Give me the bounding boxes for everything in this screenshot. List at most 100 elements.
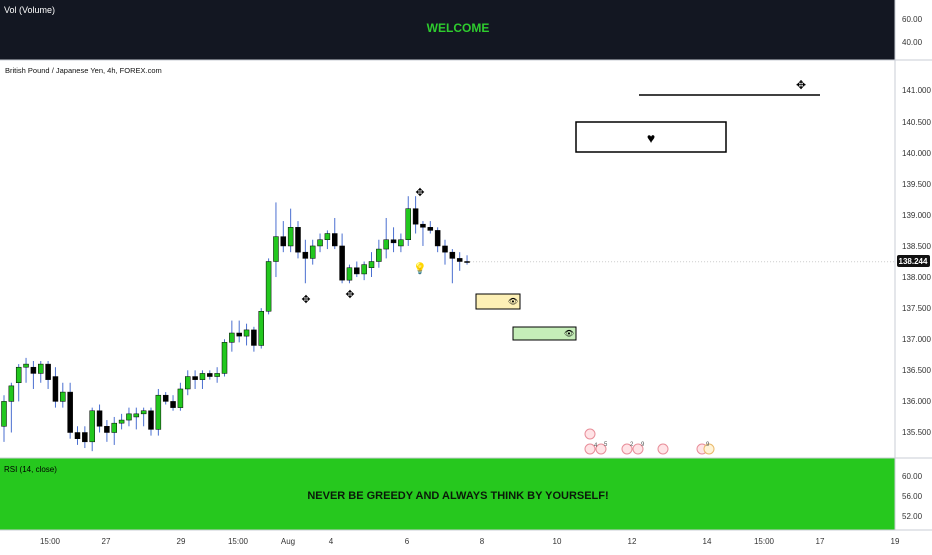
bearish-candle[interactable]: [45, 363, 51, 380]
event-flag-icon[interactable]: [595, 443, 607, 455]
bullish-candle[interactable]: [309, 245, 316, 259]
price-tick: 136.000: [902, 397, 931, 406]
bearish-candle[interactable]: [442, 245, 448, 253]
volume-indicator-label[interactable]: Vol (Volume): [4, 5, 55, 15]
bullish-candle[interactable]: [324, 233, 331, 240]
bullish-candle[interactable]: [89, 410, 95, 443]
bullish-candle[interactable]: [368, 261, 375, 268]
bullish-candle[interactable]: [177, 388, 184, 408]
bearish-candle[interactable]: [170, 401, 176, 408]
yellow-zone-box[interactable]: [475, 293, 521, 310]
bearish-candle[interactable]: [96, 410, 103, 427]
bullish-candle[interactable]: [273, 236, 279, 262]
bearish-candle[interactable]: [148, 410, 154, 430]
bearish-candle[interactable]: [251, 329, 257, 346]
green-zone-box[interactable]: [512, 326, 577, 341]
event-flag-icon[interactable]: [584, 428, 596, 440]
price-tick: 139.500: [902, 180, 931, 189]
bearish-candle[interactable]: [192, 376, 198, 380]
bearish-candle[interactable]: [339, 245, 345, 281]
bearish-candle[interactable]: [464, 261, 470, 263]
price-tick: 138.500: [902, 242, 931, 251]
event-count: 9: [706, 442, 710, 448]
top-banner-background: [0, 0, 895, 60]
bullish-candle[interactable]: [258, 310, 264, 346]
move-icon[interactable]: ✥: [796, 78, 806, 92]
bullish-candle[interactable]: [376, 248, 382, 262]
welcome-banner-text: WELCOME: [427, 21, 490, 35]
bullish-candle[interactable]: [118, 419, 125, 424]
bullish-candle[interactable]: [8, 385, 15, 402]
bearish-candle[interactable]: [390, 239, 397, 244]
bullish-candle[interactable]: [23, 363, 29, 368]
bullish-candle[interactable]: [1, 401, 7, 427]
price-axis[interactable]: 141.000 140.500 140.000 139.500 139.000 …: [902, 86, 931, 437]
bullish-candle[interactable]: [155, 394, 162, 430]
volume-scale-tick: 40.00: [902, 38, 923, 47]
bearish-candle[interactable]: [295, 227, 301, 253]
bullish-candle[interactable]: [398, 239, 404, 247]
time-tick: Aug: [281, 537, 295, 546]
bullish-candle[interactable]: [140, 410, 147, 415]
bullish-candle[interactable]: [111, 422, 117, 433]
volume-scale-tick: 60.00: [902, 15, 923, 24]
bearish-candle[interactable]: [30, 366, 37, 374]
event-flag-icon[interactable]: [621, 443, 633, 455]
bearish-candle[interactable]: [420, 223, 426, 228]
bullish-candle[interactable]: [38, 363, 44, 374]
eye-icon: 👁: [508, 297, 518, 306]
move-icon[interactable]: ✥: [301, 294, 310, 306]
event-flag-icon[interactable]: [632, 443, 644, 455]
bulb-icon[interactable]: 💡: [413, 262, 427, 275]
bearish-candle[interactable]: [456, 258, 463, 262]
bullish-candle[interactable]: [243, 329, 250, 337]
bearish-candle[interactable]: [280, 236, 287, 247]
time-axis[interactable]: 15:00 27 29 15:00 Aug 4 6 8 10 12 14 15:…: [40, 537, 900, 546]
bullish-candle[interactable]: [133, 413, 140, 418]
bullish-candle[interactable]: [287, 227, 294, 247]
bearish-candle[interactable]: [412, 208, 419, 225]
bearish-candle[interactable]: [434, 230, 441, 247]
bearish-candle[interactable]: [82, 432, 88, 443]
bullish-candle[interactable]: [383, 239, 389, 250]
drawings-layer[interactable]: ✥ ♥ 👁 👁 ✥ ✥ ✥ 💡: [301, 78, 820, 341]
event-flag-icon[interactable]: [657, 443, 669, 455]
event-flag-icon[interactable]: [584, 443, 596, 455]
bullish-candle[interactable]: [405, 208, 411, 240]
bearish-candle[interactable]: [302, 251, 309, 259]
move-icon[interactable]: ✥: [345, 289, 354, 301]
price-tick: 137.000: [902, 335, 931, 344]
bullish-candle[interactable]: [126, 413, 132, 421]
bullish-candle[interactable]: [229, 332, 235, 343]
economic-events[interactable]: 4 5 2 9 9: [584, 428, 715, 455]
bullish-candle[interactable]: [265, 261, 272, 312]
bearish-candle[interactable]: [104, 426, 110, 433]
bearish-candle[interactable]: [162, 394, 169, 402]
bullish-candle[interactable]: [361, 264, 367, 275]
move-icon[interactable]: ✥: [415, 187, 424, 199]
bearish-candle[interactable]: [332, 233, 338, 247]
bearish-candle[interactable]: [354, 267, 360, 275]
bullish-candle[interactable]: [221, 342, 228, 374]
event-flag-icon[interactable]: [703, 443, 715, 455]
bearish-candle[interactable]: [52, 376, 59, 402]
bearish-candle[interactable]: [67, 391, 73, 433]
bullish-candle[interactable]: [15, 366, 22, 384]
bearish-candle[interactable]: [427, 227, 434, 231]
bearish-candle[interactable]: [207, 373, 213, 377]
bearish-candle[interactable]: [74, 432, 81, 439]
rsi-indicator-label[interactable]: RSI (14, close): [4, 465, 57, 474]
bullish-candle[interactable]: [317, 239, 323, 247]
bullish-candle[interactable]: [60, 391, 66, 402]
bearish-candle[interactable]: [236, 332, 242, 337]
bullish-candle[interactable]: [199, 373, 206, 380]
heart-box-drawing[interactable]: [575, 121, 727, 153]
bearish-candle[interactable]: [449, 251, 456, 259]
bullish-candle[interactable]: [346, 267, 353, 281]
symbol-title[interactable]: British Pound / Japanese Yen, 4h, FOREX.…: [5, 66, 162, 75]
candlestick-series[interactable]: [1, 196, 896, 452]
bullish-candle[interactable]: [214, 373, 220, 377]
bullish-candle[interactable]: [185, 376, 191, 390]
rsi-banner-background: [0, 458, 895, 530]
